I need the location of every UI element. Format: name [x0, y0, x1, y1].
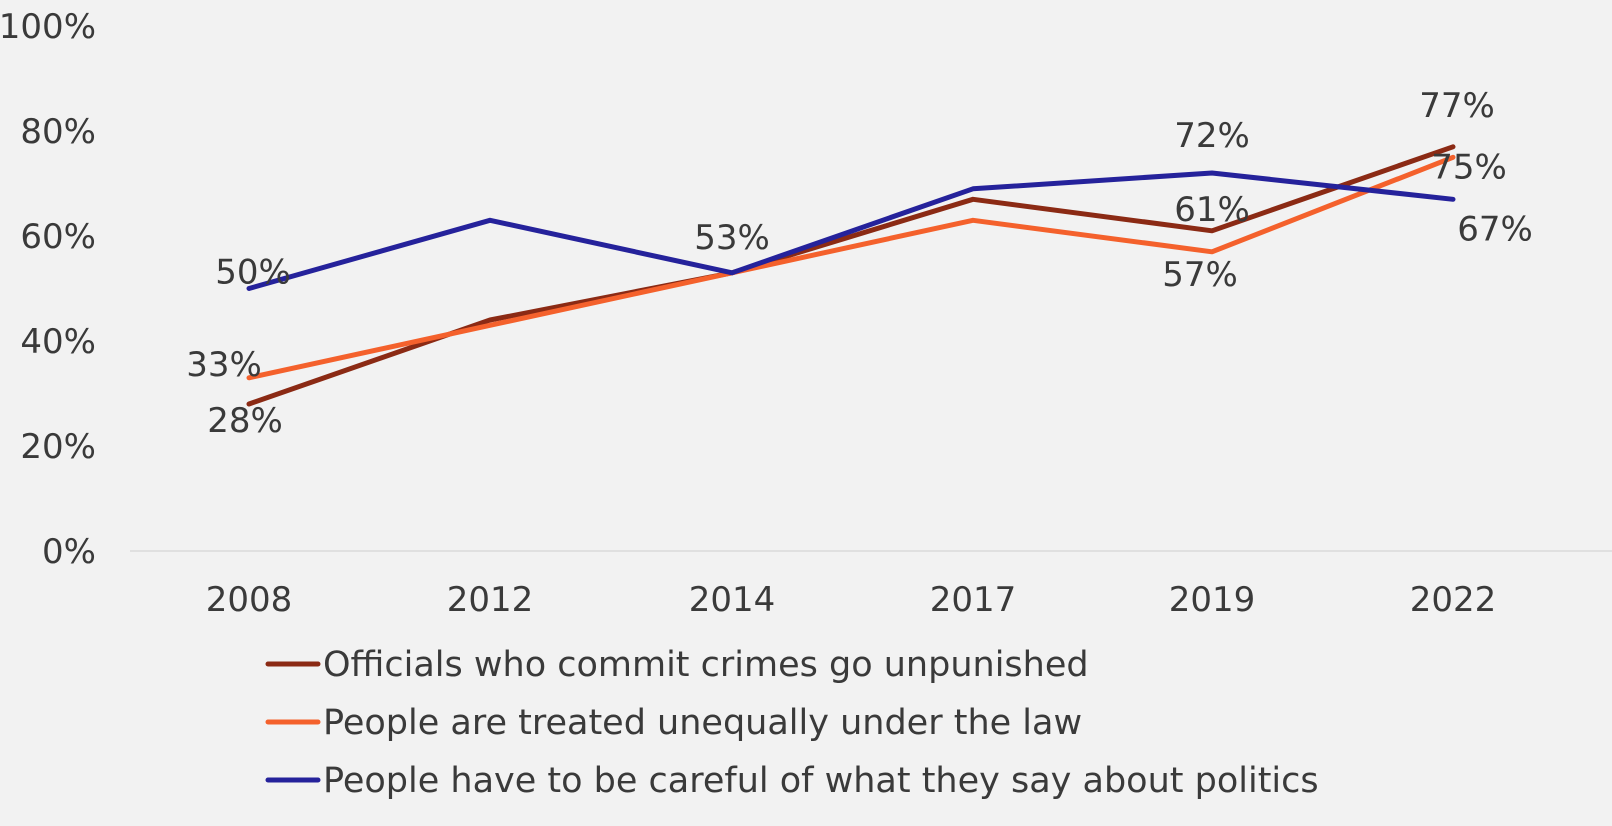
y-tick-label: 80% [20, 112, 96, 152]
series-line-1 [246, 144, 1456, 407]
y-tick-label: 40% [20, 322, 96, 362]
data-label: 53% [694, 218, 770, 258]
data-label: 67% [1457, 209, 1533, 249]
data-label: 33% [186, 345, 262, 385]
data-label: 75% [1431, 147, 1507, 187]
legend-label: People have to be careful of what they s… [323, 761, 1319, 801]
data-label: 50% [215, 253, 291, 293]
data-label: 77% [1419, 86, 1495, 126]
x-tick-label: 2017 [930, 580, 1017, 620]
y-tick-label: 20% [20, 427, 96, 467]
series-line-3 [246, 170, 1456, 291]
x-tick-label: 2019 [1169, 580, 1256, 620]
data-label: 28% [207, 401, 283, 441]
x-tick-label: 2012 [447, 580, 534, 620]
data-label: 72% [1174, 116, 1250, 156]
legend-label: People are treated unequally under the l… [323, 703, 1082, 743]
series-line-2 [246, 154, 1456, 381]
x-tick-label: 2008 [206, 580, 293, 620]
data-label: 61% [1174, 190, 1250, 230]
y-tick-label: 0% [42, 532, 96, 572]
x-tick-label: 2014 [689, 580, 776, 620]
data-label: 57% [1162, 255, 1238, 295]
legend-label: Officials who commit crimes go unpunishe… [323, 645, 1089, 685]
x-tick-label: 2022 [1410, 580, 1497, 620]
y-tick-label: 100% [0, 7, 96, 47]
y-tick-label: 60% [20, 217, 96, 257]
